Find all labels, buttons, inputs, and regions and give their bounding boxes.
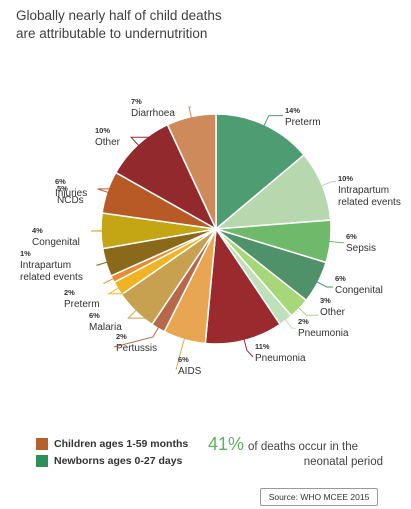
leader-line [129, 136, 155, 148]
slice-category-label: Intrapartum [20, 260, 71, 271]
legend-item-children: Children ages 1-59 months [36, 436, 188, 452]
slice-category-label: Injuries [55, 188, 87, 199]
slice-percent-label: 6% [335, 274, 346, 283]
leader-line [327, 240, 344, 244]
slice-category-label: AIDS [178, 366, 202, 377]
slice-category-label: Congenital [335, 285, 383, 296]
legend-swatch-newborns [36, 455, 48, 467]
title-line-2: are attributable to undernutrition [16, 26, 208, 41]
slice-percent-label: 6% [89, 311, 100, 320]
slice-category-label: Preterm [64, 299, 100, 310]
slice-category-label: Preterm [285, 117, 321, 128]
legend-item-newborns: Newborns ages 0-27 days [36, 453, 188, 469]
slice-percent-label: 6% [55, 177, 66, 186]
slice-category-label: related events [20, 272, 83, 283]
slice-category-label: Pneumonia [298, 328, 349, 339]
slice-category-label: Intrapartum [338, 185, 389, 196]
leader-line [296, 305, 318, 316]
leader-line [188, 106, 193, 120]
slice-percent-label: 2% [116, 332, 127, 341]
leader-line [103, 277, 116, 284]
chart-title: Globally nearly half of child deaths are… [16, 7, 316, 43]
slice-percent-label: 11% [255, 342, 270, 351]
slice-percent-label: 3% [320, 296, 331, 305]
slice-category-label: Congenital [32, 237, 80, 248]
slice-percent-label: 6% [178, 355, 189, 364]
slice-category-label: related events [338, 197, 401, 208]
slice-percent-label: 1% [20, 249, 31, 258]
slice-percent-label: 2% [64, 288, 75, 297]
leader-line [262, 115, 283, 128]
slice-percent-label: 7% [131, 97, 142, 106]
slice-percent-label: 4% [32, 226, 43, 235]
slice-category-label: NCDs [57, 195, 84, 206]
slice-percent-label: 10% [95, 126, 110, 135]
slice-category-label: Other [320, 307, 346, 318]
stat-text-line1: of deaths occur in the [248, 441, 358, 453]
slice-category-label: Pneumonia [255, 353, 306, 364]
legend-label-children: Children ages 1-59 months [54, 438, 189, 450]
slice-percent-label: 5% [57, 184, 68, 193]
leader-line [175, 336, 186, 371]
leader-line [96, 261, 109, 266]
leader-line [315, 280, 333, 288]
leader-line [243, 337, 254, 358]
neonatal-stat: 41% of deaths occur in the neonatal perio… [208, 434, 383, 468]
leader-line [283, 317, 296, 329]
stat-percent: 41% [208, 434, 245, 454]
stat-text-line2: neonatal period [303, 456, 383, 468]
slice-percent-label: 2% [298, 317, 309, 326]
source-note: Source: WHO MCEE 2015 [260, 488, 378, 506]
slice-category-label: Diarrhoea [131, 108, 175, 119]
leader-line [113, 325, 160, 348]
legend: Children ages 1-59 months Newborns ages … [36, 436, 188, 470]
slice-category-label: Sepsis [346, 243, 376, 254]
slice-percent-label: 14% [285, 106, 300, 115]
leader-line [127, 308, 149, 319]
title-line-1: Globally nearly half of child deaths [16, 8, 222, 23]
slice-category-label: Other [95, 137, 121, 148]
slice-percent-label: 10% [338, 174, 353, 183]
leader-line [97, 188, 115, 194]
slice-category-label: Pertussis [116, 343, 157, 354]
legend-label-newborns: Newborns ages 0-27 days [54, 455, 183, 467]
slice-percent-label: 6% [346, 232, 357, 241]
legend-swatch-children [36, 438, 48, 450]
leader-line [107, 286, 124, 295]
slice-category-label: Malaria [89, 322, 122, 333]
leader-line [319, 181, 336, 188]
